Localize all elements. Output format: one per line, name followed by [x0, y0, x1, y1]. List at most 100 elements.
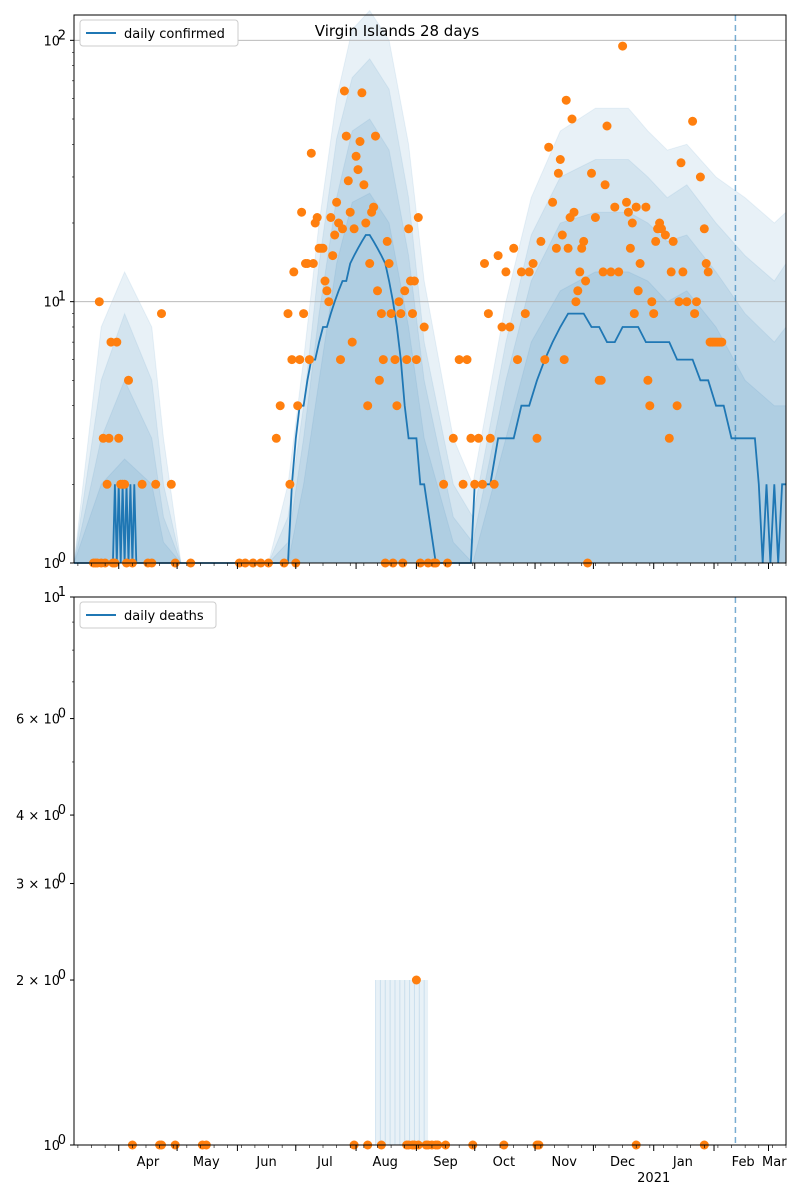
confirmed-x-ticks [77, 563, 787, 569]
confirmed-point [390, 355, 400, 365]
confirmed-point [359, 180, 369, 190]
confirmed-point [448, 433, 458, 443]
confirmed-axes-frame [73, 14, 787, 564]
confirmed-point [651, 236, 661, 246]
month-label: Dec [610, 1155, 635, 1170]
y-tick-exponent: 0 [58, 1133, 66, 1148]
month-label: Aug [373, 1155, 398, 1170]
confirmed-point [598, 267, 608, 277]
confirmed-point [600, 180, 610, 190]
confirmed-point [633, 286, 643, 296]
y-tick-exponent: 1 [58, 585, 66, 600]
confirmed-points [89, 41, 727, 568]
confirmed-point [563, 243, 573, 253]
confirmed-point [614, 267, 624, 277]
confirmed-point [289, 267, 299, 277]
y-tick-label: 10 [43, 557, 60, 572]
confirmed-point [483, 309, 493, 319]
confirmed-point [577, 243, 587, 253]
confirmed-point [336, 355, 345, 365]
confirmed-point [306, 148, 316, 158]
confirmed-point [341, 131, 351, 141]
confirmed-point [376, 309, 386, 319]
confirmed-point [695, 172, 705, 182]
confirmed-point [497, 322, 507, 332]
confirmed-point [413, 213, 423, 222]
confirmed-point [400, 286, 410, 296]
confirmed-point [571, 297, 581, 307]
y-tick-exponent: 2 [58, 28, 66, 43]
confirmed-point [408, 309, 417, 319]
confirmed-point [374, 375, 384, 385]
confirmed-point [505, 322, 515, 332]
confirmed-point [551, 243, 561, 253]
confirmed-point [409, 276, 419, 286]
confirmed-point [703, 267, 713, 277]
confirmed-point [645, 401, 655, 411]
year-label: 2021 [637, 1171, 670, 1186]
confirmed-point [112, 337, 122, 347]
confirmed-point [382, 236, 392, 246]
confirmed-point [573, 286, 583, 296]
confirmed-point [299, 309, 309, 319]
legend-label: daily deaths [124, 609, 204, 624]
y-tick-label: 10 [43, 34, 60, 49]
confirmed-point [157, 309, 166, 319]
confirmed-point [610, 202, 620, 212]
confirmed-point [643, 375, 653, 385]
confirmed-point [326, 213, 336, 222]
confirmed-point [557, 230, 567, 240]
month-label: Jun [255, 1155, 276, 1170]
confirmed-point [668, 236, 678, 246]
confirmed-point [579, 236, 589, 246]
confirmed-point [489, 479, 499, 489]
y-tick-label: 10 [43, 1139, 60, 1154]
month-labels: Apr May Jun Jul Aug Sep Oct Nov Dec Jan Feb Mar [137, 1155, 788, 1170]
month-label: May [193, 1155, 220, 1170]
confirmed-point [627, 218, 637, 228]
confirmed-point [378, 355, 388, 365]
legend-box [79, 19, 239, 47]
confirmed-point [678, 267, 688, 277]
confirmed-point [641, 202, 651, 212]
confirmed-point [322, 286, 332, 296]
confirmed-point [439, 479, 449, 489]
confirmed-confidence-bands [73, 9, 787, 564]
confirmed-point [104, 433, 114, 443]
confirmed-point [318, 243, 328, 253]
confirmed-point [275, 401, 285, 411]
confirmed-point [355, 137, 365, 146]
y-tick-label: 10 [43, 591, 60, 606]
confirmed-point [293, 401, 303, 411]
confirmed-point [357, 88, 367, 98]
confirmed-point [166, 479, 176, 489]
month-label: Apr [137, 1155, 160, 1170]
confirmed-point [602, 121, 612, 131]
confirmed-point [666, 267, 676, 277]
confirmed-point [520, 309, 530, 319]
confirmed-point [285, 479, 295, 489]
confirmed-point [606, 267, 616, 277]
confirmed-point [625, 243, 635, 253]
confirmed-point [501, 267, 511, 277]
confirmed-point [466, 433, 476, 443]
month-label: Sep [433, 1155, 458, 1170]
y-tick-label: 2 × 10 [16, 974, 60, 989]
confirmed-point [559, 355, 569, 365]
confirmed-point [575, 267, 585, 277]
confirmed-point [676, 158, 686, 168]
month-label: Mar [762, 1155, 787, 1170]
month-label: Jan [672, 1155, 693, 1170]
month-label: Jul [316, 1155, 333, 1170]
confirmed-point [320, 276, 330, 286]
confirmed-point [343, 176, 353, 186]
chart-title: Virgin Islands 28 days [315, 22, 480, 40]
confirmed-point [509, 243, 519, 253]
confirmed-legend: daily confirmed [79, 19, 239, 47]
confirmed-point [660, 230, 670, 240]
confirmed-point [629, 309, 639, 319]
confirmed-point [458, 479, 468, 489]
y-tick-exponent: 0 [58, 968, 66, 983]
